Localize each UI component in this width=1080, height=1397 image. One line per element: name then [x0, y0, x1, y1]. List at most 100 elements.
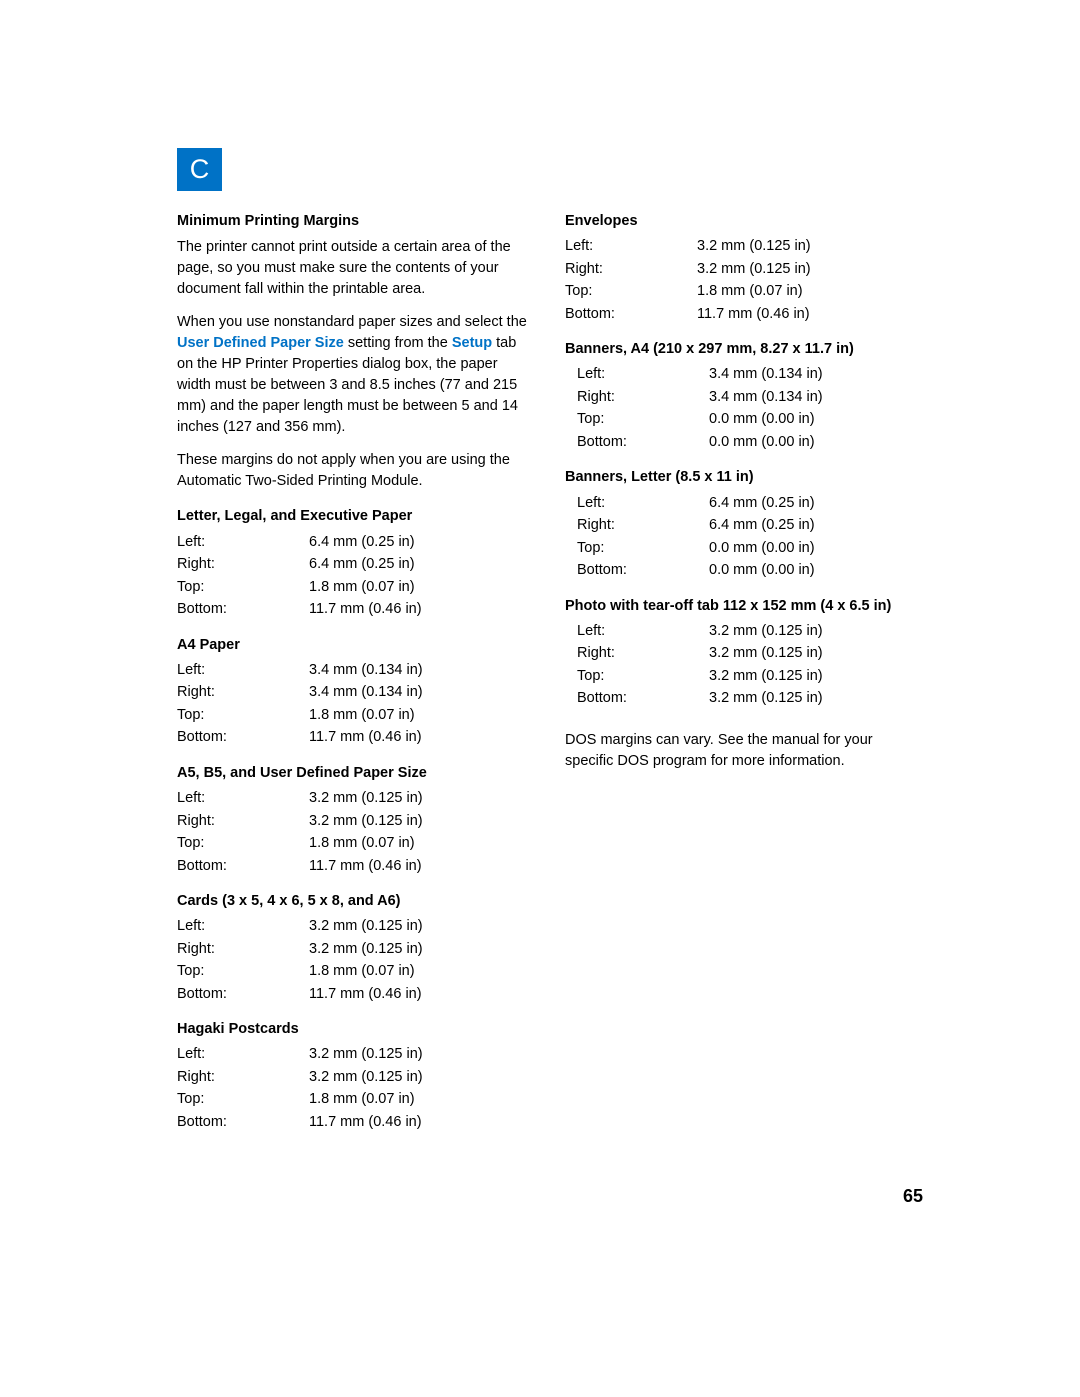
margin-value: 0.0 mm (0.00 in)	[709, 431, 923, 453]
margin-label: Right:	[177, 681, 309, 703]
margin-value: 3.2 mm (0.125 in)	[309, 1043, 535, 1065]
margin-value: 3.2 mm (0.125 in)	[709, 642, 923, 664]
margin-label: Top:	[577, 408, 709, 430]
margin-row: Right:3.2 mm (0.125 in)	[177, 810, 535, 832]
content-columns: Minimum Printing Margins The printer can…	[177, 211, 923, 1133]
margin-row: Top:1.8 mm (0.07 in)	[177, 576, 535, 598]
margin-row: Bottom:0.0 mm (0.00 in)	[565, 431, 923, 453]
margin-row: Left:3.2 mm (0.125 in)	[177, 787, 535, 809]
margin-label: Right:	[577, 386, 709, 408]
margin-value: 3.4 mm (0.134 in)	[709, 363, 923, 385]
margin-row: Top:1.8 mm (0.07 in)	[177, 704, 535, 726]
margin-label: Right:	[577, 642, 709, 664]
margin-value: 3.2 mm (0.125 in)	[709, 620, 923, 642]
margin-label: Top:	[177, 704, 309, 726]
margin-row: Right:3.2 mm (0.125 in)	[565, 258, 923, 280]
margin-value: 6.4 mm (0.25 in)	[709, 514, 923, 536]
margin-label: Bottom:	[577, 559, 709, 581]
margin-block-title: Banners, A4 (210 x 297 mm, 8.27 x 11.7 i…	[565, 339, 923, 359]
margin-value: 3.2 mm (0.125 in)	[309, 938, 535, 960]
margin-value: 6.4 mm (0.25 in)	[309, 531, 535, 553]
margin-label: Top:	[577, 665, 709, 687]
margin-block-title: Envelopes	[565, 211, 923, 231]
margin-label: Left:	[177, 531, 309, 553]
margin-row: Right:6.4 mm (0.25 in)	[177, 553, 535, 575]
margin-value: 11.7 mm (0.46 in)	[309, 598, 535, 620]
margin-value: 3.2 mm (0.125 in)	[309, 915, 535, 937]
margin-row: Bottom:11.7 mm (0.46 in)	[565, 303, 923, 325]
link-setup[interactable]: Setup	[452, 335, 492, 351]
margin-block-title: A4 Paper	[177, 635, 535, 655]
left-margin-blocks: Letter, Legal, and Executive PaperLeft:6…	[177, 506, 535, 1133]
margin-block: Hagaki Postcards Left:3.2 mm (0.125 in)Ri…	[177, 1019, 535, 1133]
margin-block-title: Photo with tear-off tab 112 x 152 mm (4 …	[565, 596, 923, 616]
margin-label: Right:	[177, 938, 309, 960]
margin-label: Bottom:	[177, 1111, 309, 1133]
margin-label: Top:	[177, 1088, 309, 1110]
margin-block-title: Banners, Letter (8.5 x 11 in)	[565, 467, 923, 487]
margin-row: Right:3.4 mm (0.134 in)	[565, 386, 923, 408]
margin-row: Right:3.2 mm (0.125 in)	[177, 1066, 535, 1088]
margin-block-title: A5, B5, and User Defined Paper Size	[177, 763, 535, 783]
margin-row: Bottom:11.7 mm (0.46 in)	[177, 726, 535, 748]
margin-label: Top:	[177, 832, 309, 854]
margin-value: 3.4 mm (0.134 in)	[309, 681, 535, 703]
margin-value: 11.7 mm (0.46 in)	[309, 1111, 535, 1133]
margin-row: Top:1.8 mm (0.07 in)	[177, 832, 535, 854]
right-margin-blocks: EnvelopesLeft:3.2 mm (0.125 in)Right:3.2…	[565, 211, 923, 710]
margin-value: 1.8 mm (0.07 in)	[309, 960, 535, 982]
left-column: Minimum Printing Margins The printer can…	[177, 211, 535, 1133]
margin-label: Bottom:	[177, 598, 309, 620]
margin-row: Bottom:11.7 mm (0.46 in)	[177, 1111, 535, 1133]
margin-row: Left:6.4 mm (0.25 in)	[565, 492, 923, 514]
margin-row: Top:0.0 mm (0.00 in)	[565, 408, 923, 430]
para2-mid: setting from the	[344, 335, 452, 351]
margin-label: Bottom:	[565, 303, 697, 325]
intro-para-1: The printer cannot print outside a certa…	[177, 237, 535, 300]
margin-block: Photo with tear-off tab 112 x 152 mm (4 …	[565, 596, 923, 710]
margin-row: Bottom:3.2 mm (0.125 in)	[565, 687, 923, 709]
para2-pre: When you use nonstandard paper sizes and…	[177, 314, 527, 330]
margin-value: 6.4 mm (0.25 in)	[309, 553, 535, 575]
margin-block-title: Hagaki Postcards	[177, 1019, 535, 1039]
margin-row: Left:6.4 mm (0.25 in)	[177, 531, 535, 553]
margin-value: 3.2 mm (0.125 in)	[709, 665, 923, 687]
margin-value: 11.7 mm (0.46 in)	[309, 726, 535, 748]
margin-row: Bottom:11.7 mm (0.46 in)	[177, 983, 535, 1005]
margin-row: Left:3.2 mm (0.125 in)	[177, 1043, 535, 1065]
section-title-main: Minimum Printing Margins	[177, 211, 535, 231]
intro-para-3: These margins do not apply when you are …	[177, 450, 535, 492]
margin-label: Top:	[177, 576, 309, 598]
margin-label: Bottom:	[177, 726, 309, 748]
margin-row: Right:6.4 mm (0.25 in)	[565, 514, 923, 536]
margin-value: 1.8 mm (0.07 in)	[697, 280, 923, 302]
link-user-defined-paper-size[interactable]: User Defined Paper Size	[177, 335, 344, 351]
margin-value: 3.2 mm (0.125 in)	[309, 787, 535, 809]
margin-row: Top:1.8 mm (0.07 in)	[177, 960, 535, 982]
margin-block: Envelopes Left:3.2 mm (0.125 in)Right:3.2…	[565, 211, 923, 325]
margin-row: Right:3.4 mm (0.134 in)	[177, 681, 535, 703]
margin-block-title: Letter, Legal, and Executive Paper	[177, 506, 535, 526]
margin-row: Bottom:11.7 mm (0.46 in)	[177, 598, 535, 620]
margin-label: Left:	[577, 492, 709, 514]
appendix-letter: C	[190, 156, 210, 183]
margin-label: Left:	[177, 1043, 309, 1065]
dos-note: DOS margins can vary. See the manual for…	[565, 730, 923, 772]
margin-value: 0.0 mm (0.00 in)	[709, 408, 923, 430]
margin-value: 3.2 mm (0.125 in)	[309, 810, 535, 832]
margin-label: Bottom:	[177, 983, 309, 1005]
margin-label: Left:	[177, 787, 309, 809]
margin-value: 1.8 mm (0.07 in)	[309, 832, 535, 854]
margin-row: Left:3.2 mm (0.125 in)	[565, 620, 923, 642]
margin-row: Right:3.2 mm (0.125 in)	[565, 642, 923, 664]
margin-label: Top:	[565, 280, 697, 302]
margin-row: Right:3.2 mm (0.125 in)	[177, 938, 535, 960]
margin-label: Bottom:	[177, 855, 309, 877]
margin-value: 3.4 mm (0.134 in)	[709, 386, 923, 408]
margin-block: Banners, A4 (210 x 297 mm, 8.27 x 11.7 i…	[565, 339, 923, 453]
margin-row: Bottom:11.7 mm (0.46 in)	[177, 855, 535, 877]
margin-value: 11.7 mm (0.46 in)	[309, 855, 535, 877]
margin-value: 3.4 mm (0.134 in)	[309, 659, 535, 681]
margin-row: Left:3.2 mm (0.125 in)	[565, 235, 923, 257]
margin-label: Right:	[565, 258, 697, 280]
